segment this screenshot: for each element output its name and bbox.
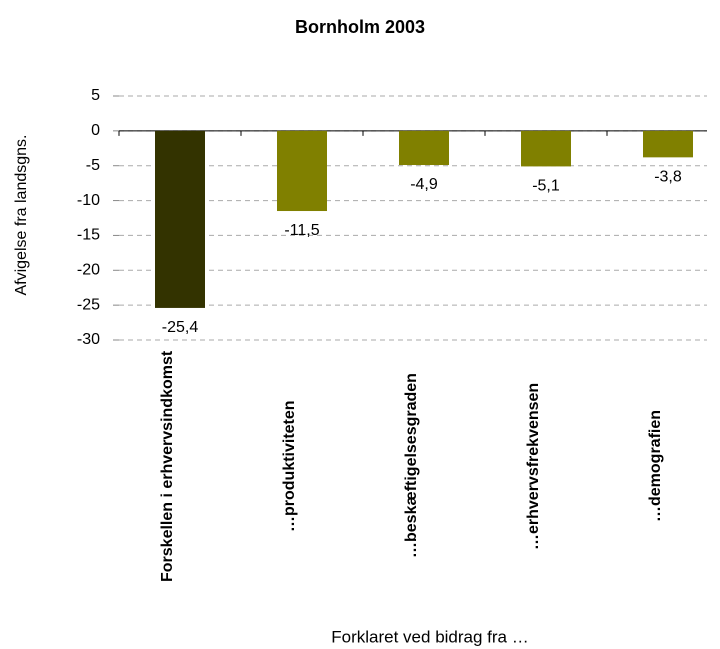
x-tick-label: …produktiviteten (281, 400, 298, 532)
bar (643, 130, 693, 158)
y-axis-title: Afvigelse fra landsgns. (13, 135, 30, 296)
value-label: -11,5 (284, 222, 319, 239)
x-tick-label: …erhvervsfrekvensen (525, 382, 542, 550)
value-label: -3,8 (654, 169, 682, 186)
x-tick-label: Forskellen i erhvervsindkomst (159, 350, 176, 582)
y-tick-label: -15 (77, 227, 100, 244)
y-tick-label: 0 (91, 122, 100, 139)
y-tick-label: -30 (77, 331, 100, 348)
x-tick-label: …beskæftigelsesgraden (403, 373, 420, 559)
value-label: -5,1 (532, 178, 560, 195)
y-tick-label: -20 (77, 262, 100, 279)
y-tick-label: -10 (77, 192, 100, 209)
y-tick-label: -25 (77, 296, 100, 313)
bar (155, 130, 205, 308)
bar (521, 130, 571, 167)
x-tick-label: …demografien (647, 410, 664, 523)
x-axis-title: Forklaret ved bidrag fra … (331, 627, 528, 646)
bar (277, 130, 327, 212)
y-tick-label: -5 (86, 157, 100, 174)
value-label: -25,4 (162, 319, 199, 336)
bar (399, 130, 449, 166)
chart-title: Bornholm 2003 (295, 17, 425, 37)
value-label: -4,9 (410, 176, 438, 193)
y-tick-label: 5 (91, 87, 100, 104)
